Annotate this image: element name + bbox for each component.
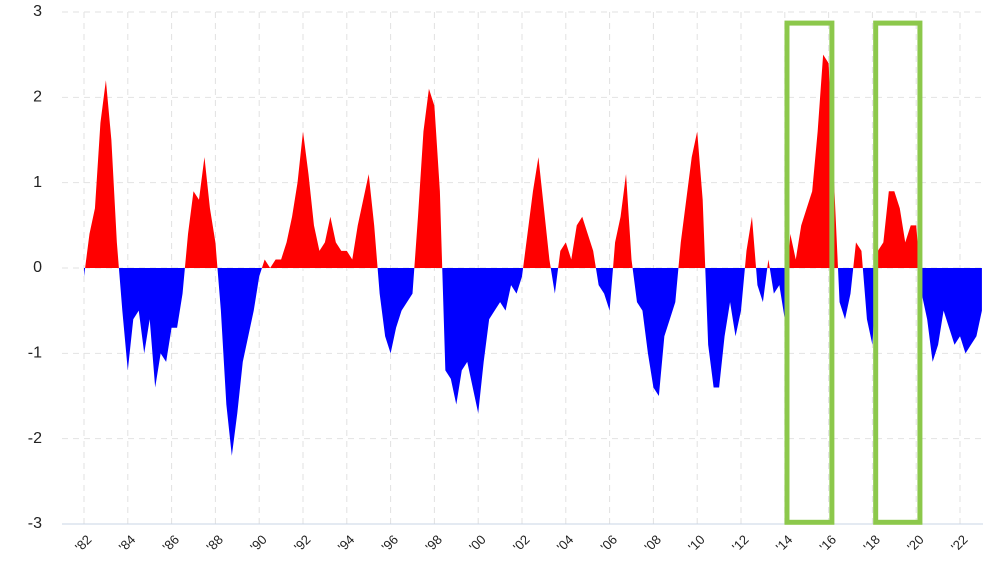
x-tick-label: '94: [335, 532, 358, 555]
x-tick-label: '88: [203, 532, 226, 555]
x-tick-label: '02: [510, 532, 533, 555]
x-tick-label: '04: [554, 532, 577, 555]
y-tick-label: -1: [28, 345, 42, 362]
x-tick-label: '20: [904, 532, 927, 555]
x-tick-label: '98: [422, 532, 445, 555]
x-tick-label: '96: [379, 532, 402, 555]
x-tick-label: '06: [598, 532, 621, 555]
x-tick-label: '18: [860, 532, 883, 555]
x-tick-label: '00: [466, 532, 489, 555]
x-tick-label: '86: [160, 532, 183, 555]
x-tick-label: '84: [116, 532, 139, 555]
x-tick-label: '92: [291, 532, 314, 555]
highlight-box: [873, 20, 923, 525]
x-tick-label: '82: [72, 532, 95, 555]
x-tick-label: '12: [729, 532, 752, 555]
y-tick-label: 1: [33, 174, 42, 191]
negative-area: [84, 268, 982, 456]
y-tick-label: 2: [33, 89, 42, 106]
y-tick-label: -2: [28, 430, 42, 447]
y-tick-label: 3: [33, 3, 42, 20]
x-tick-label: '10: [685, 532, 708, 555]
x-tick-label: '22: [948, 532, 971, 555]
y-tick-label: -3: [28, 515, 42, 532]
x-tick-label: '90: [247, 532, 270, 555]
x-tick-label: '16: [817, 532, 840, 555]
positive-area: [84, 54, 982, 268]
highlight-box: [784, 20, 835, 525]
y-tick-label: 0: [33, 259, 42, 276]
x-tick-label: '08: [641, 532, 664, 555]
x-tick-label: '14: [773, 532, 796, 555]
